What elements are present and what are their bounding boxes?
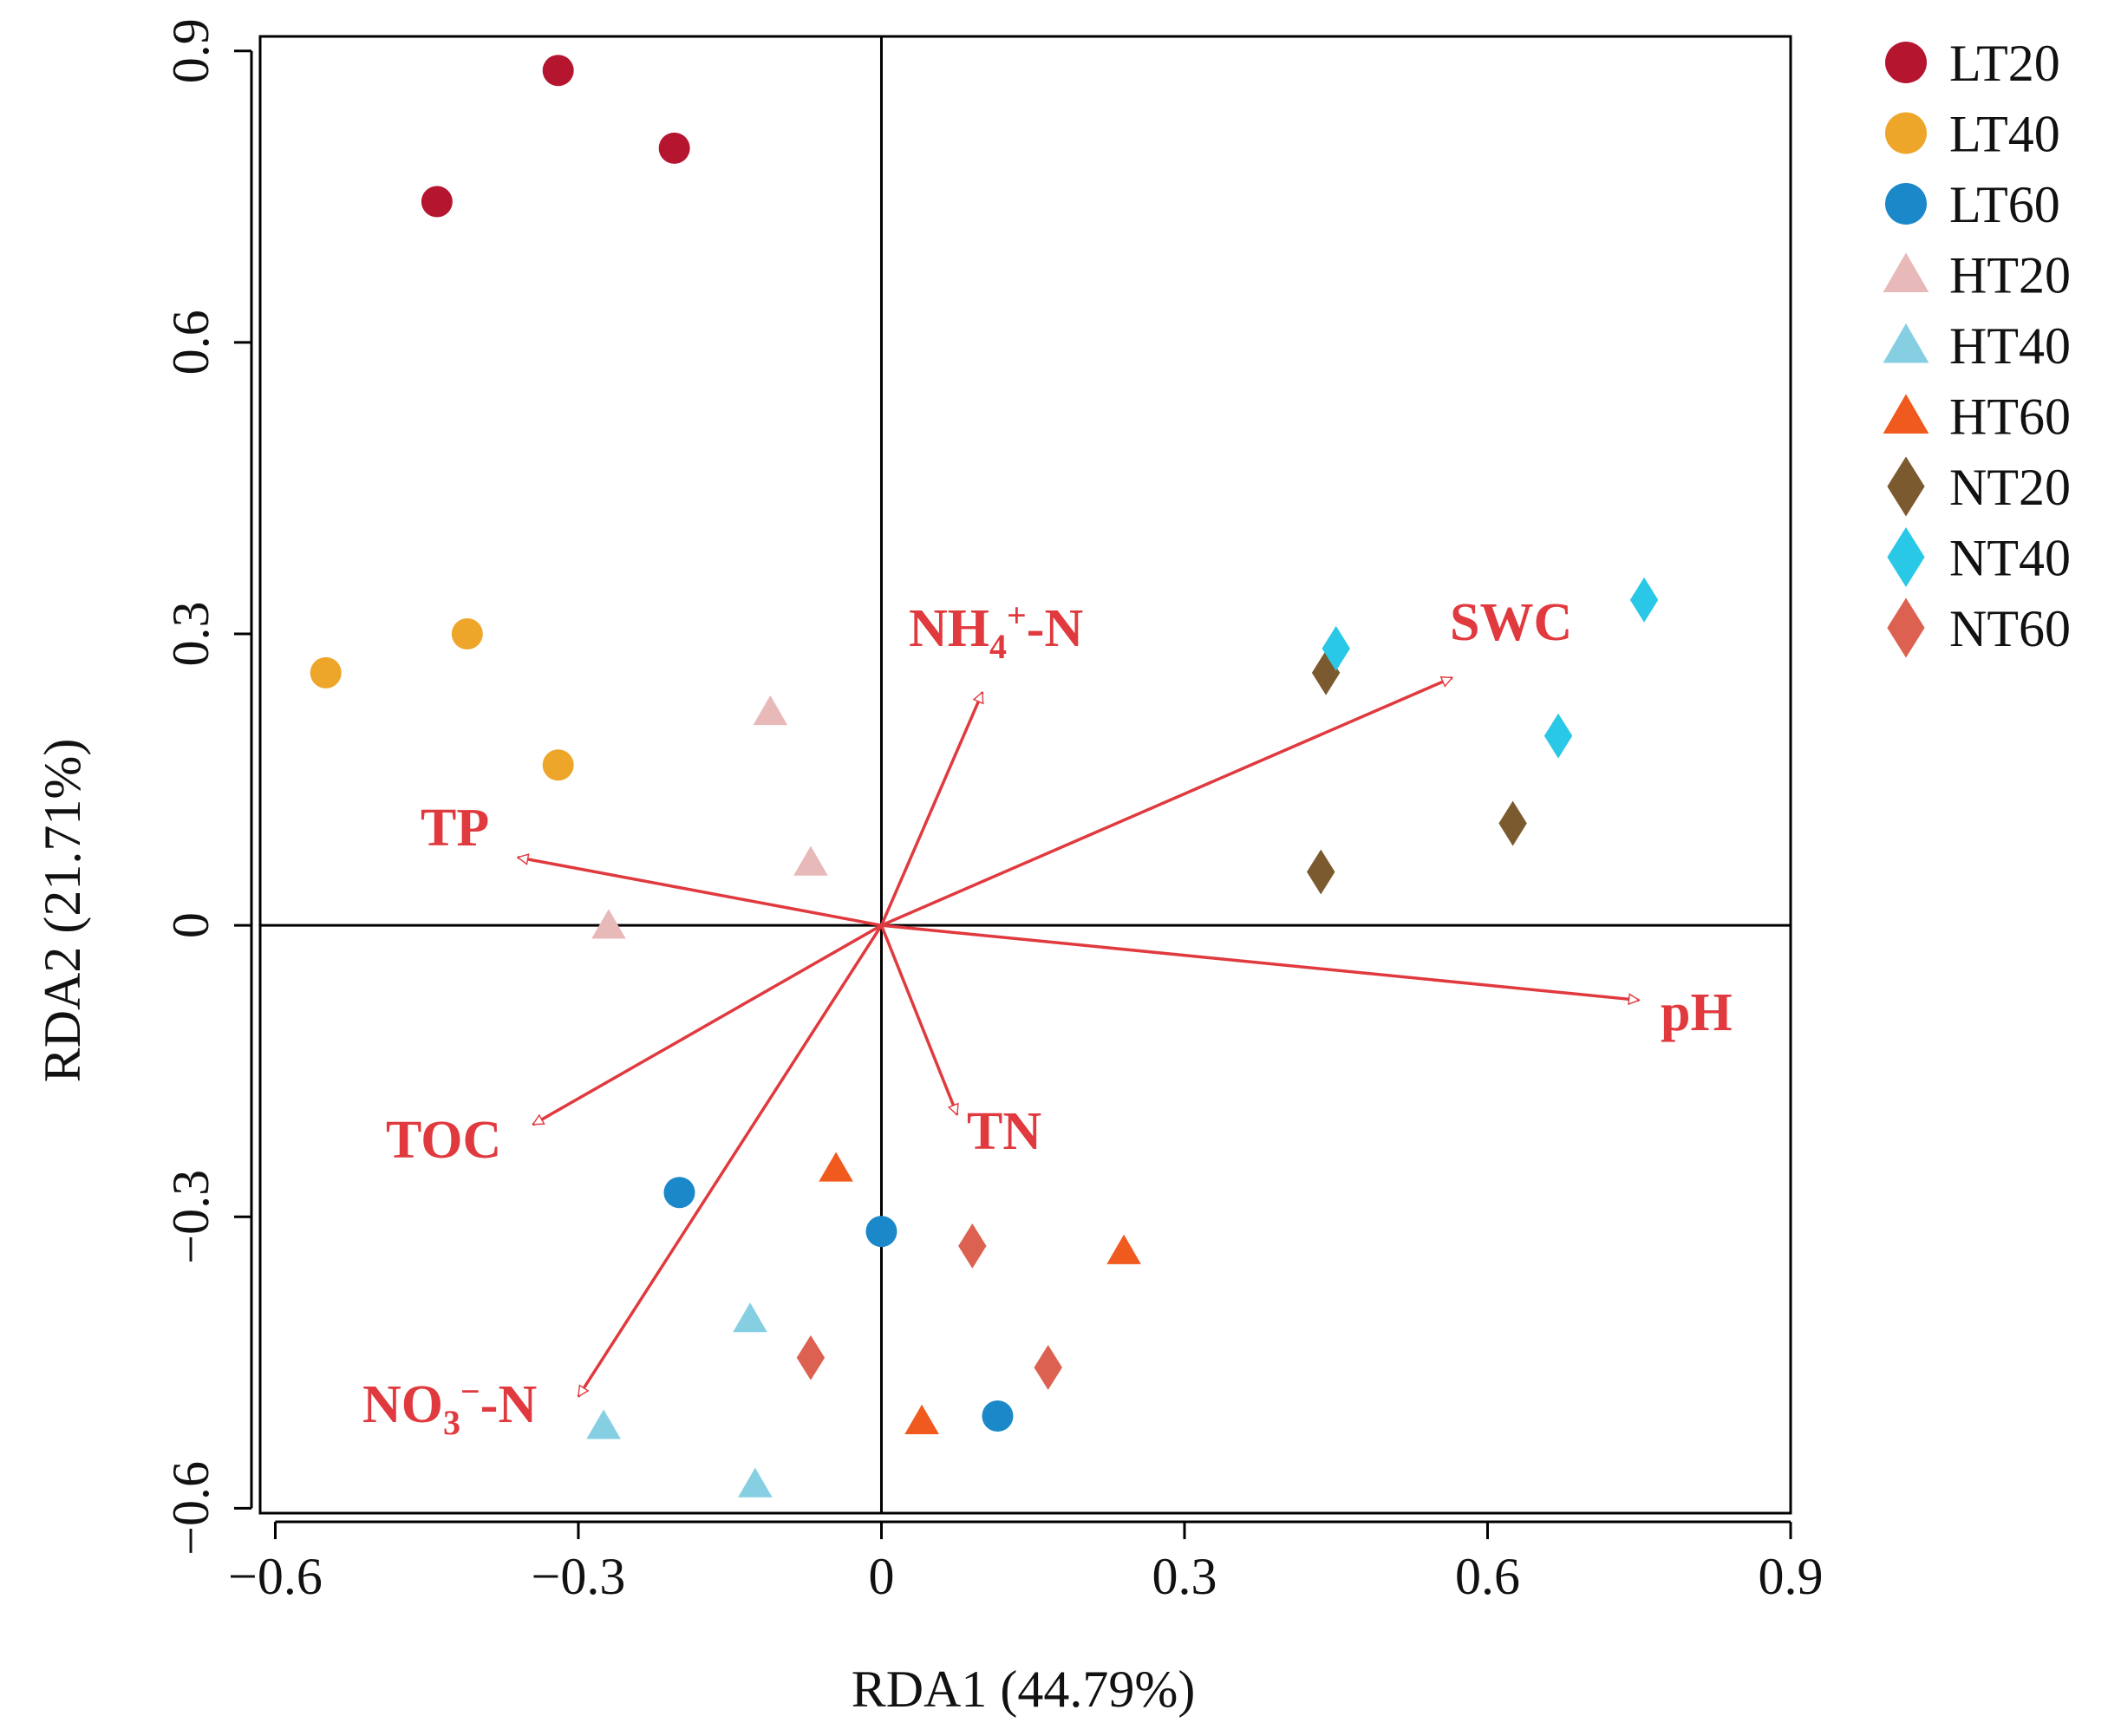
env-label-nh4n: NH4+-N xyxy=(909,596,1083,666)
legend-label-ht60: HT60 xyxy=(1949,388,2071,446)
legend-label-lt60: LT60 xyxy=(1949,176,2060,233)
env-label-swc: SWC xyxy=(1450,593,1572,652)
x-tick-label: 0.9 xyxy=(1759,1548,1824,1605)
x-tick-label: −0.6 xyxy=(228,1548,323,1605)
point-nt40 xyxy=(1543,713,1573,759)
point-lt20 xyxy=(421,186,453,218)
env-arrow-ph xyxy=(881,923,1639,1000)
legend-marker-ht60 xyxy=(1883,394,1929,434)
x-axis-title: RDA1 (44.79%) xyxy=(852,1661,1196,1718)
y-tick-label: 0.6 xyxy=(162,310,219,375)
env-vector-labels: SWC pH TP TOC TN NO3−-N NH4+-N xyxy=(362,593,1733,1442)
point-lt40 xyxy=(451,618,483,650)
env-arrow-toc xyxy=(533,923,883,1126)
legend-label-ht20: HT20 xyxy=(1949,247,2071,304)
y-axis-title: RDA2 (21.71%) xyxy=(34,739,91,1083)
legend-marker-lt20 xyxy=(1885,42,1927,83)
x-tick-label: 0.6 xyxy=(1455,1548,1520,1605)
point-ht40 xyxy=(733,1302,767,1333)
point-nt40 xyxy=(1322,625,1350,671)
point-ht60 xyxy=(819,1152,853,1182)
point-lt60 xyxy=(982,1400,1014,1432)
point-lt40 xyxy=(310,656,342,689)
env-arrow-nh4n xyxy=(879,692,984,926)
legend-marker-nt40 xyxy=(1887,526,1925,588)
legend-marker-nt20 xyxy=(1887,456,1925,517)
env-arrow-tn xyxy=(879,924,956,1114)
env-label-no3n: NO3−-N xyxy=(362,1372,537,1442)
plot-frame xyxy=(258,35,1792,1515)
legend-marker-nt60 xyxy=(1887,597,1925,658)
point-nt60 xyxy=(1034,1345,1062,1390)
env-label-tn: TN xyxy=(967,1102,1041,1161)
legend-label-lt20: LT20 xyxy=(1949,35,2060,92)
legend-marker-lt40 xyxy=(1885,112,1927,154)
point-ht20 xyxy=(591,909,626,939)
point-lt40 xyxy=(542,749,574,781)
point-ht40 xyxy=(738,1467,773,1498)
point-lt60 xyxy=(865,1216,897,1248)
x-tick-label: −0.3 xyxy=(532,1548,626,1605)
x-tick-label: 0.3 xyxy=(1152,1548,1217,1605)
point-nt20 xyxy=(1307,849,1335,895)
legend-marker-lt60 xyxy=(1885,183,1927,225)
legend-label-nt40: NT40 xyxy=(1949,530,2071,587)
point-ht60 xyxy=(1106,1234,1141,1264)
x-tick-label: 0 xyxy=(868,1548,894,1605)
point-lt20 xyxy=(542,55,574,87)
point-lt20 xyxy=(658,132,690,164)
env-arrow-swc xyxy=(880,675,1452,927)
legend-label-ht40: HT40 xyxy=(1949,317,2071,375)
point-lt60 xyxy=(663,1177,695,1209)
point-nt60 xyxy=(958,1223,987,1269)
env-label-ph: pH xyxy=(1661,983,1733,1042)
y-tick-label: 0 xyxy=(162,912,219,938)
legend-label-lt40: LT40 xyxy=(1949,106,2060,163)
point-nt60 xyxy=(796,1335,826,1380)
legend-label-nt20: NT20 xyxy=(1949,459,2071,516)
legend: LT20 LT40 LT60 HT20 HT40 HT60 NT20 NT40 NT60 xyxy=(1883,35,2071,658)
point-nt20 xyxy=(1498,800,1527,846)
point-ht20 xyxy=(753,695,788,726)
env-arrow-tp xyxy=(518,858,882,927)
y-tick-label: −0.6 xyxy=(162,1461,219,1556)
legend-label-nt60: NT60 xyxy=(1949,600,2071,657)
y-tick-label: −0.3 xyxy=(162,1170,219,1264)
y-tick-label: 0.3 xyxy=(162,602,219,667)
legend-marker-ht20 xyxy=(1883,252,1929,293)
env-label-toc: TOC xyxy=(386,1111,501,1170)
point-ht20 xyxy=(793,845,828,876)
point-ht40 xyxy=(586,1409,621,1439)
env-label-tp: TP xyxy=(421,799,489,858)
y-tick-label: 0.9 xyxy=(162,18,219,83)
point-ht60 xyxy=(904,1404,939,1434)
point-nt40 xyxy=(1629,577,1659,623)
env-arrow-no3n xyxy=(577,924,883,1396)
legend-marker-ht40 xyxy=(1883,323,1929,363)
